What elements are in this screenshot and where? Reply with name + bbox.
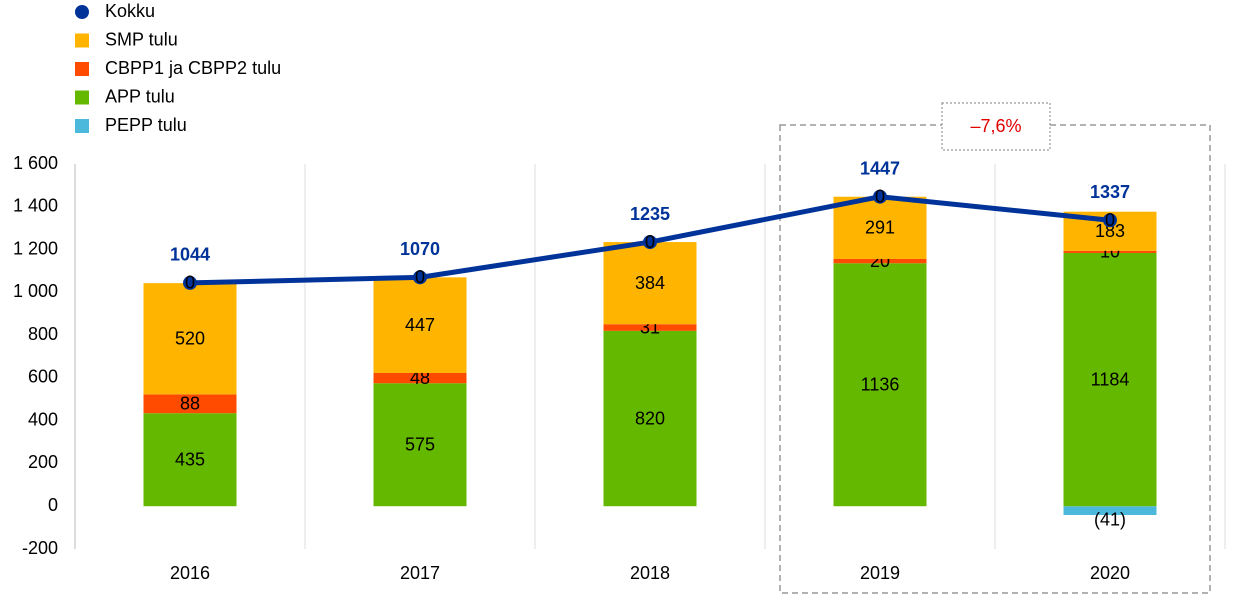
y-tick-label: 0 xyxy=(48,495,58,515)
bar-segment xyxy=(373,383,467,507)
bar-segment xyxy=(603,324,697,331)
total-label: 1235 xyxy=(630,204,670,224)
data-label: 384 xyxy=(635,273,665,293)
total-label: 1044 xyxy=(170,245,210,265)
total-label: 1337 xyxy=(1090,182,1130,202)
point-label: 0 xyxy=(1105,210,1115,230)
y-tick-label: -200 xyxy=(22,538,58,558)
bar-segment xyxy=(833,196,927,259)
total-label: 1447 xyxy=(860,158,900,178)
x-tick-label: 2019 xyxy=(860,563,900,583)
x-tick-label: 2018 xyxy=(630,563,670,583)
legend-marker xyxy=(75,5,89,19)
data-label: (41) xyxy=(1094,510,1126,530)
y-tick-label: 1 200 xyxy=(13,238,58,258)
y-tick-label: 400 xyxy=(28,409,58,429)
point-label: 0 xyxy=(645,232,655,252)
data-label: 435 xyxy=(175,449,205,469)
bar-segment xyxy=(833,263,927,507)
legend-marker xyxy=(75,90,89,105)
data-label: 291 xyxy=(865,218,895,238)
bar-segment xyxy=(1063,250,1157,253)
legend-label: CBPP1 ja CBPP2 tulu xyxy=(105,58,281,78)
bar-segment xyxy=(143,283,237,395)
legend-marker xyxy=(75,62,89,76)
bar-segment xyxy=(373,372,467,384)
bar-segment xyxy=(143,413,237,507)
bar-segment xyxy=(603,242,697,325)
bar-segment xyxy=(1063,252,1157,507)
data-label: 183 xyxy=(1095,221,1125,241)
legend-label: Kokku xyxy=(105,1,155,21)
y-tick-label: 200 xyxy=(28,452,58,472)
line-marker xyxy=(643,235,657,250)
total-label: 1070 xyxy=(400,239,440,259)
legend-marker xyxy=(75,119,89,133)
line-marker xyxy=(873,189,887,204)
x-tick-label: 2020 xyxy=(1090,563,1130,583)
line-marker xyxy=(413,270,427,285)
bar-segment xyxy=(833,258,927,264)
bar-segment xyxy=(373,277,467,373)
data-label: 1136 xyxy=(861,374,900,394)
bar-segment xyxy=(1063,506,1157,515)
y-tick-label: 1 400 xyxy=(13,196,58,216)
annotation: –7,6% xyxy=(970,116,1021,136)
data-label: 820 xyxy=(635,408,665,428)
bar-segment xyxy=(143,394,237,414)
x-tick-label: 2017 xyxy=(400,563,440,583)
point-label: 0 xyxy=(875,186,885,206)
legend-marker xyxy=(75,33,89,48)
annotation-box xyxy=(941,102,1051,151)
data-label: 575 xyxy=(405,434,435,454)
data-label: 520 xyxy=(175,328,205,348)
bar-segment xyxy=(603,330,697,507)
point-label: 0 xyxy=(415,267,425,287)
data-label: 447 xyxy=(405,315,435,335)
legend-label: APP tulu xyxy=(105,86,175,106)
x-tick-label: 2016 xyxy=(170,563,210,583)
data-label: 88 xyxy=(180,394,200,414)
data-label: 1184 xyxy=(1091,369,1130,389)
y-tick-label: 1 000 xyxy=(13,281,58,301)
line-marker xyxy=(1103,213,1117,228)
y-tick-label: 800 xyxy=(28,324,58,344)
y-tick-label: 600 xyxy=(28,367,58,387)
point-label: 0 xyxy=(185,273,195,293)
legend-label: SMP tulu xyxy=(105,29,178,49)
line-marker xyxy=(183,275,197,290)
y-tick-label: 1 600 xyxy=(13,153,58,173)
legend-label: PEPP tulu xyxy=(105,115,187,135)
